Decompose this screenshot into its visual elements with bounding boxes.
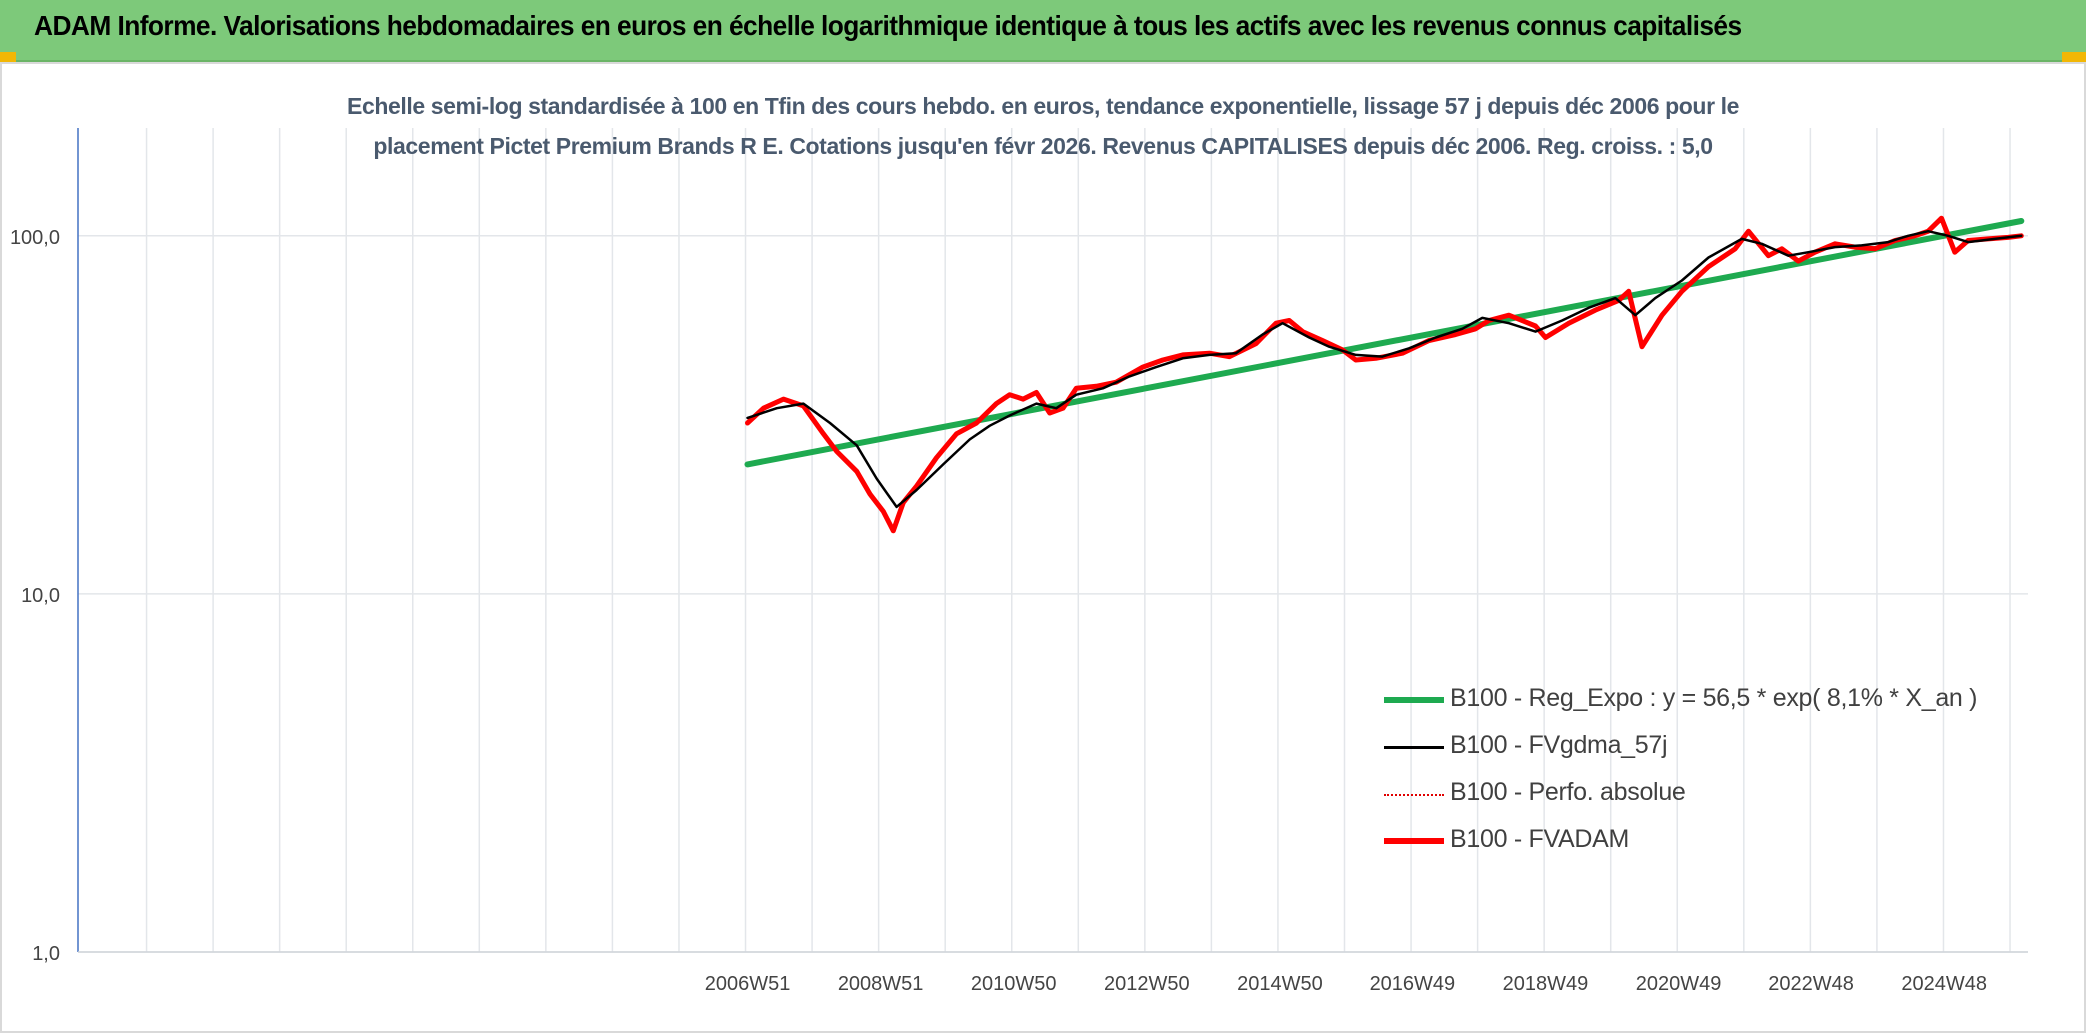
chart-subtitle-line-2: placement Pictet Premium Brands R E. Cot… xyxy=(373,133,1713,159)
x-tick-label: 2016W49 xyxy=(1370,973,1456,995)
report-title: ADAM Informe. Valorisations hebdomadaire… xyxy=(34,10,1742,41)
fvadam-line xyxy=(745,215,2024,534)
x-tick-label: 2024W48 xyxy=(1901,973,1987,995)
x-tick-label: 2014W50 xyxy=(1237,973,1323,995)
x-tick-label: 2022W48 xyxy=(1768,973,1854,995)
x-tick-label: 2018W49 xyxy=(1503,973,1589,995)
chart-subtitle: Echelle semi-log standardisée à 100 en T… xyxy=(180,86,1906,166)
corner-marker-right xyxy=(2062,52,2086,62)
chart-area xyxy=(0,62,2086,1033)
legend-swatch-moving-average xyxy=(1384,746,1444,749)
legend-swatch-fvadam xyxy=(1384,838,1444,844)
moving-average-line xyxy=(746,229,2023,509)
x-tick-label: 2020W49 xyxy=(1636,973,1722,995)
chart-subtitle-line-1: Echelle semi-log standardisée à 100 en T… xyxy=(347,93,1739,119)
x-tick-label: 2012W50 xyxy=(1104,973,1190,995)
x-tick-label: 2008W51 xyxy=(838,973,924,995)
legend-label-fvadam: B100 - FVADAM xyxy=(1450,825,1630,853)
x-tick-label: 2010W50 xyxy=(971,973,1057,995)
legend-label-absolute-performance: B100 - Perfo. absolue xyxy=(1450,778,1686,806)
y-tick-label: 1,0 xyxy=(32,943,60,965)
legend-label-regression: B100 - Reg_Expo : y = 56,5 * exp( 8,1% *… xyxy=(1450,684,1978,712)
legend-label-moving-average: B100 - FVgdma_57j xyxy=(1450,731,1668,759)
corner-marker-left xyxy=(0,52,16,62)
y-tick-label: 10,0 xyxy=(21,585,60,607)
y-tick-label: 100,0 xyxy=(10,227,60,249)
regression-trend-line xyxy=(744,218,2025,468)
report-header: ADAM Informe. Valorisations hebdomadaire… xyxy=(0,0,2086,62)
legend-swatch-regression xyxy=(1384,697,1444,703)
x-tick-label: 2006W51 xyxy=(705,973,791,995)
legend-swatch-absolute-performance xyxy=(1384,794,1444,796)
